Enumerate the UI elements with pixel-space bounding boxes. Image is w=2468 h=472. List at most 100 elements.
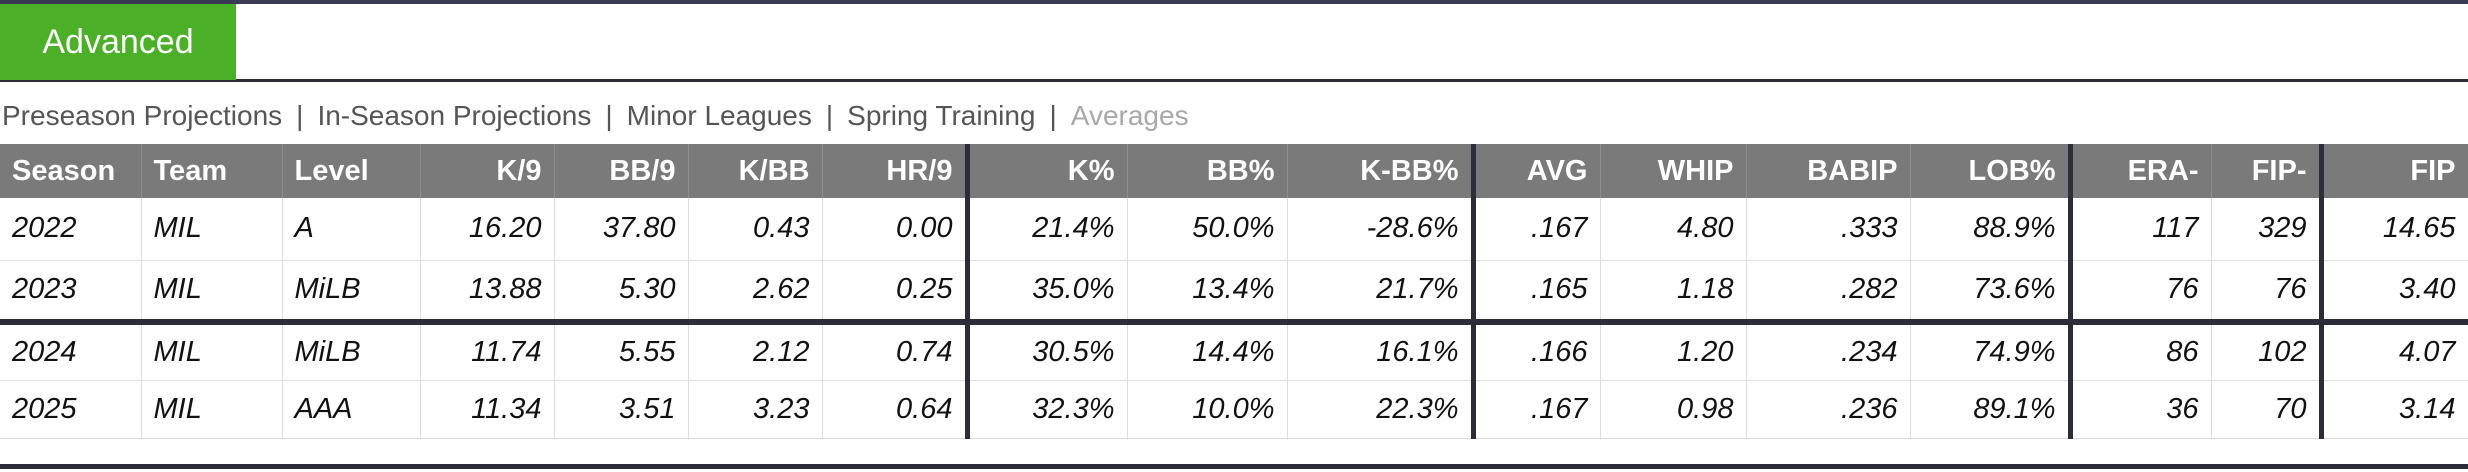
- cell-fip: 3.14: [2321, 380, 2468, 439]
- column-header-avg[interactable]: AVG: [1473, 144, 1601, 198]
- cell-whip: 1.18: [1600, 260, 1747, 323]
- cell-bb9: 5.55: [554, 319, 689, 381]
- cell-bb-pct: 50.0%: [1127, 198, 1288, 261]
- nav-link-spring-training[interactable]: Spring Training: [847, 100, 1036, 131]
- cell-k9: 11.74: [420, 319, 555, 381]
- nav-link-averages: Averages: [1070, 100, 1189, 131]
- cell-team: MIL: [141, 260, 283, 323]
- cell-hr9: 0.74: [822, 319, 970, 381]
- cell-lob-pct: 89.1%: [1910, 380, 2073, 439]
- nav-separator: |: [296, 100, 304, 131]
- cell-era-minus: 76: [2070, 260, 2212, 323]
- cell-k-pct: 35.0%: [967, 260, 1128, 323]
- column-header-babip[interactable]: BABIP: [1746, 144, 1911, 198]
- column-header-kbb[interactable]: K/BB: [688, 144, 823, 198]
- cell-k-bb-pct: -28.6%: [1287, 198, 1476, 261]
- cell-whip: 0.98: [1600, 380, 1747, 439]
- table-bottom-border: [0, 464, 2468, 469]
- cell-lob-pct: 88.9%: [1910, 198, 2073, 261]
- cell-k9: 13.88: [420, 260, 555, 323]
- cell-babip: .333: [1746, 198, 1911, 261]
- cell-lob-pct: 73.6%: [1910, 260, 2073, 323]
- column-header-k-bb-pct[interactable]: K-BB%: [1287, 144, 1476, 198]
- cell-level: MiLB: [282, 319, 421, 381]
- cell-bb9: 37.80: [554, 198, 689, 261]
- column-header-k9[interactable]: K/9: [420, 144, 555, 198]
- column-header-bb-pct[interactable]: BB%: [1127, 144, 1288, 198]
- cell-season: 2022: [0, 198, 142, 261]
- nav-separator: |: [825, 100, 834, 131]
- column-header-k-pct[interactable]: K%: [967, 144, 1128, 198]
- column-header-team[interactable]: Team: [141, 144, 283, 198]
- nav-link-preseason-projections[interactable]: Preseason Projections: [2, 100, 283, 131]
- table-row: 2023 MIL MiLB 13.88 5.30 2.62 0.25 35.0%…: [0, 260, 2468, 323]
- tab-bar: Advanced: [0, 4, 2468, 82]
- column-header-season[interactable]: Season: [0, 144, 142, 198]
- cell-k-pct: 30.5%: [967, 319, 1128, 381]
- cell-hr9: 0.00: [822, 198, 970, 261]
- cell-fip-minus: 76: [2211, 260, 2324, 323]
- column-header-era-minus[interactable]: ERA-: [2070, 144, 2212, 198]
- cell-team: MIL: [141, 380, 283, 439]
- cell-fip: 14.65: [2321, 198, 2468, 261]
- stats-type-nav: Preseason Projections | In-Season Projec…: [2, 96, 1189, 136]
- cell-bb-pct: 13.4%: [1127, 260, 1288, 323]
- cell-kbb: 3.23: [688, 380, 823, 439]
- cell-avg: .165: [1473, 260, 1601, 323]
- column-header-fip[interactable]: FIP: [2321, 144, 2468, 198]
- cell-bb-pct: 10.0%: [1127, 380, 1288, 439]
- cell-kbb: 0.43: [688, 198, 823, 261]
- cell-level: A: [282, 198, 421, 261]
- projection-row: 2025 MIL AAA 11.34 3.51 3.23 0.64 32.3% …: [0, 380, 2468, 439]
- advanced-stats-table: Season Team Level K/9 BB/9 K/BB HR/9 K% …: [0, 144, 2468, 439]
- cell-level: MiLB: [282, 260, 421, 323]
- cell-fip: 3.40: [2321, 260, 2468, 323]
- column-header-hr9[interactable]: HR/9: [822, 144, 970, 198]
- cell-bb-pct: 14.4%: [1127, 319, 1288, 381]
- cell-whip: 4.80: [1600, 198, 1747, 261]
- cell-team: MIL: [141, 198, 283, 261]
- cell-avg: .167: [1473, 198, 1601, 261]
- cell-k-pct: 21.4%: [967, 198, 1128, 261]
- cell-bb9: 3.51: [554, 380, 689, 439]
- nav-link-minor-leagues[interactable]: Minor Leagues: [626, 100, 812, 131]
- tab-advanced[interactable]: Advanced: [0, 4, 236, 80]
- cell-bb9: 5.30: [554, 260, 689, 323]
- cell-k-pct: 32.3%: [967, 380, 1128, 439]
- table-header: Season Team Level K/9 BB/9 K/BB HR/9 K% …: [0, 144, 2468, 198]
- column-header-whip[interactable]: WHIP: [1600, 144, 1747, 198]
- column-header-bb9[interactable]: BB/9: [554, 144, 689, 198]
- cell-babip: .234: [1746, 319, 1911, 381]
- cell-season: 2024: [0, 319, 142, 381]
- column-header-lob-pct[interactable]: LOB%: [1910, 144, 2073, 198]
- cell-fip: 4.07: [2321, 319, 2468, 381]
- cell-kbb: 2.62: [688, 260, 823, 323]
- cell-season: 2025: [0, 380, 142, 439]
- cell-hr9: 0.64: [822, 380, 970, 439]
- cell-k-bb-pct: 22.3%: [1287, 380, 1476, 439]
- cell-kbb: 2.12: [688, 319, 823, 381]
- nav-separator: |: [605, 100, 613, 131]
- cell-avg: .166: [1473, 319, 1601, 381]
- cell-k9: 11.34: [420, 380, 555, 439]
- cell-era-minus: 117: [2070, 198, 2212, 261]
- cell-k-bb-pct: 21.7%: [1287, 260, 1476, 323]
- cell-whip: 1.20: [1600, 319, 1747, 381]
- cell-era-minus: 36: [2070, 380, 2212, 439]
- header-row: Season Team Level K/9 BB/9 K/BB HR/9 K% …: [0, 144, 2468, 198]
- cell-level: AAA: [282, 380, 421, 439]
- cell-hr9: 0.25: [822, 260, 970, 323]
- cell-k-bb-pct: 16.1%: [1287, 319, 1476, 381]
- column-header-level[interactable]: Level: [282, 144, 421, 198]
- cell-babip: .282: [1746, 260, 1911, 323]
- cell-babip: .236: [1746, 380, 1911, 439]
- cell-fip-minus: 102: [2211, 319, 2324, 381]
- column-header-fip-minus[interactable]: FIP-: [2211, 144, 2324, 198]
- nav-separator: |: [1049, 100, 1057, 131]
- cell-season: 2023: [0, 260, 142, 323]
- cell-fip-minus: 329: [2211, 198, 2324, 261]
- cell-k9: 16.20: [420, 198, 555, 261]
- nav-link-in-season-projections[interactable]: In-Season Projections: [317, 100, 592, 131]
- cell-era-minus: 86: [2070, 319, 2212, 381]
